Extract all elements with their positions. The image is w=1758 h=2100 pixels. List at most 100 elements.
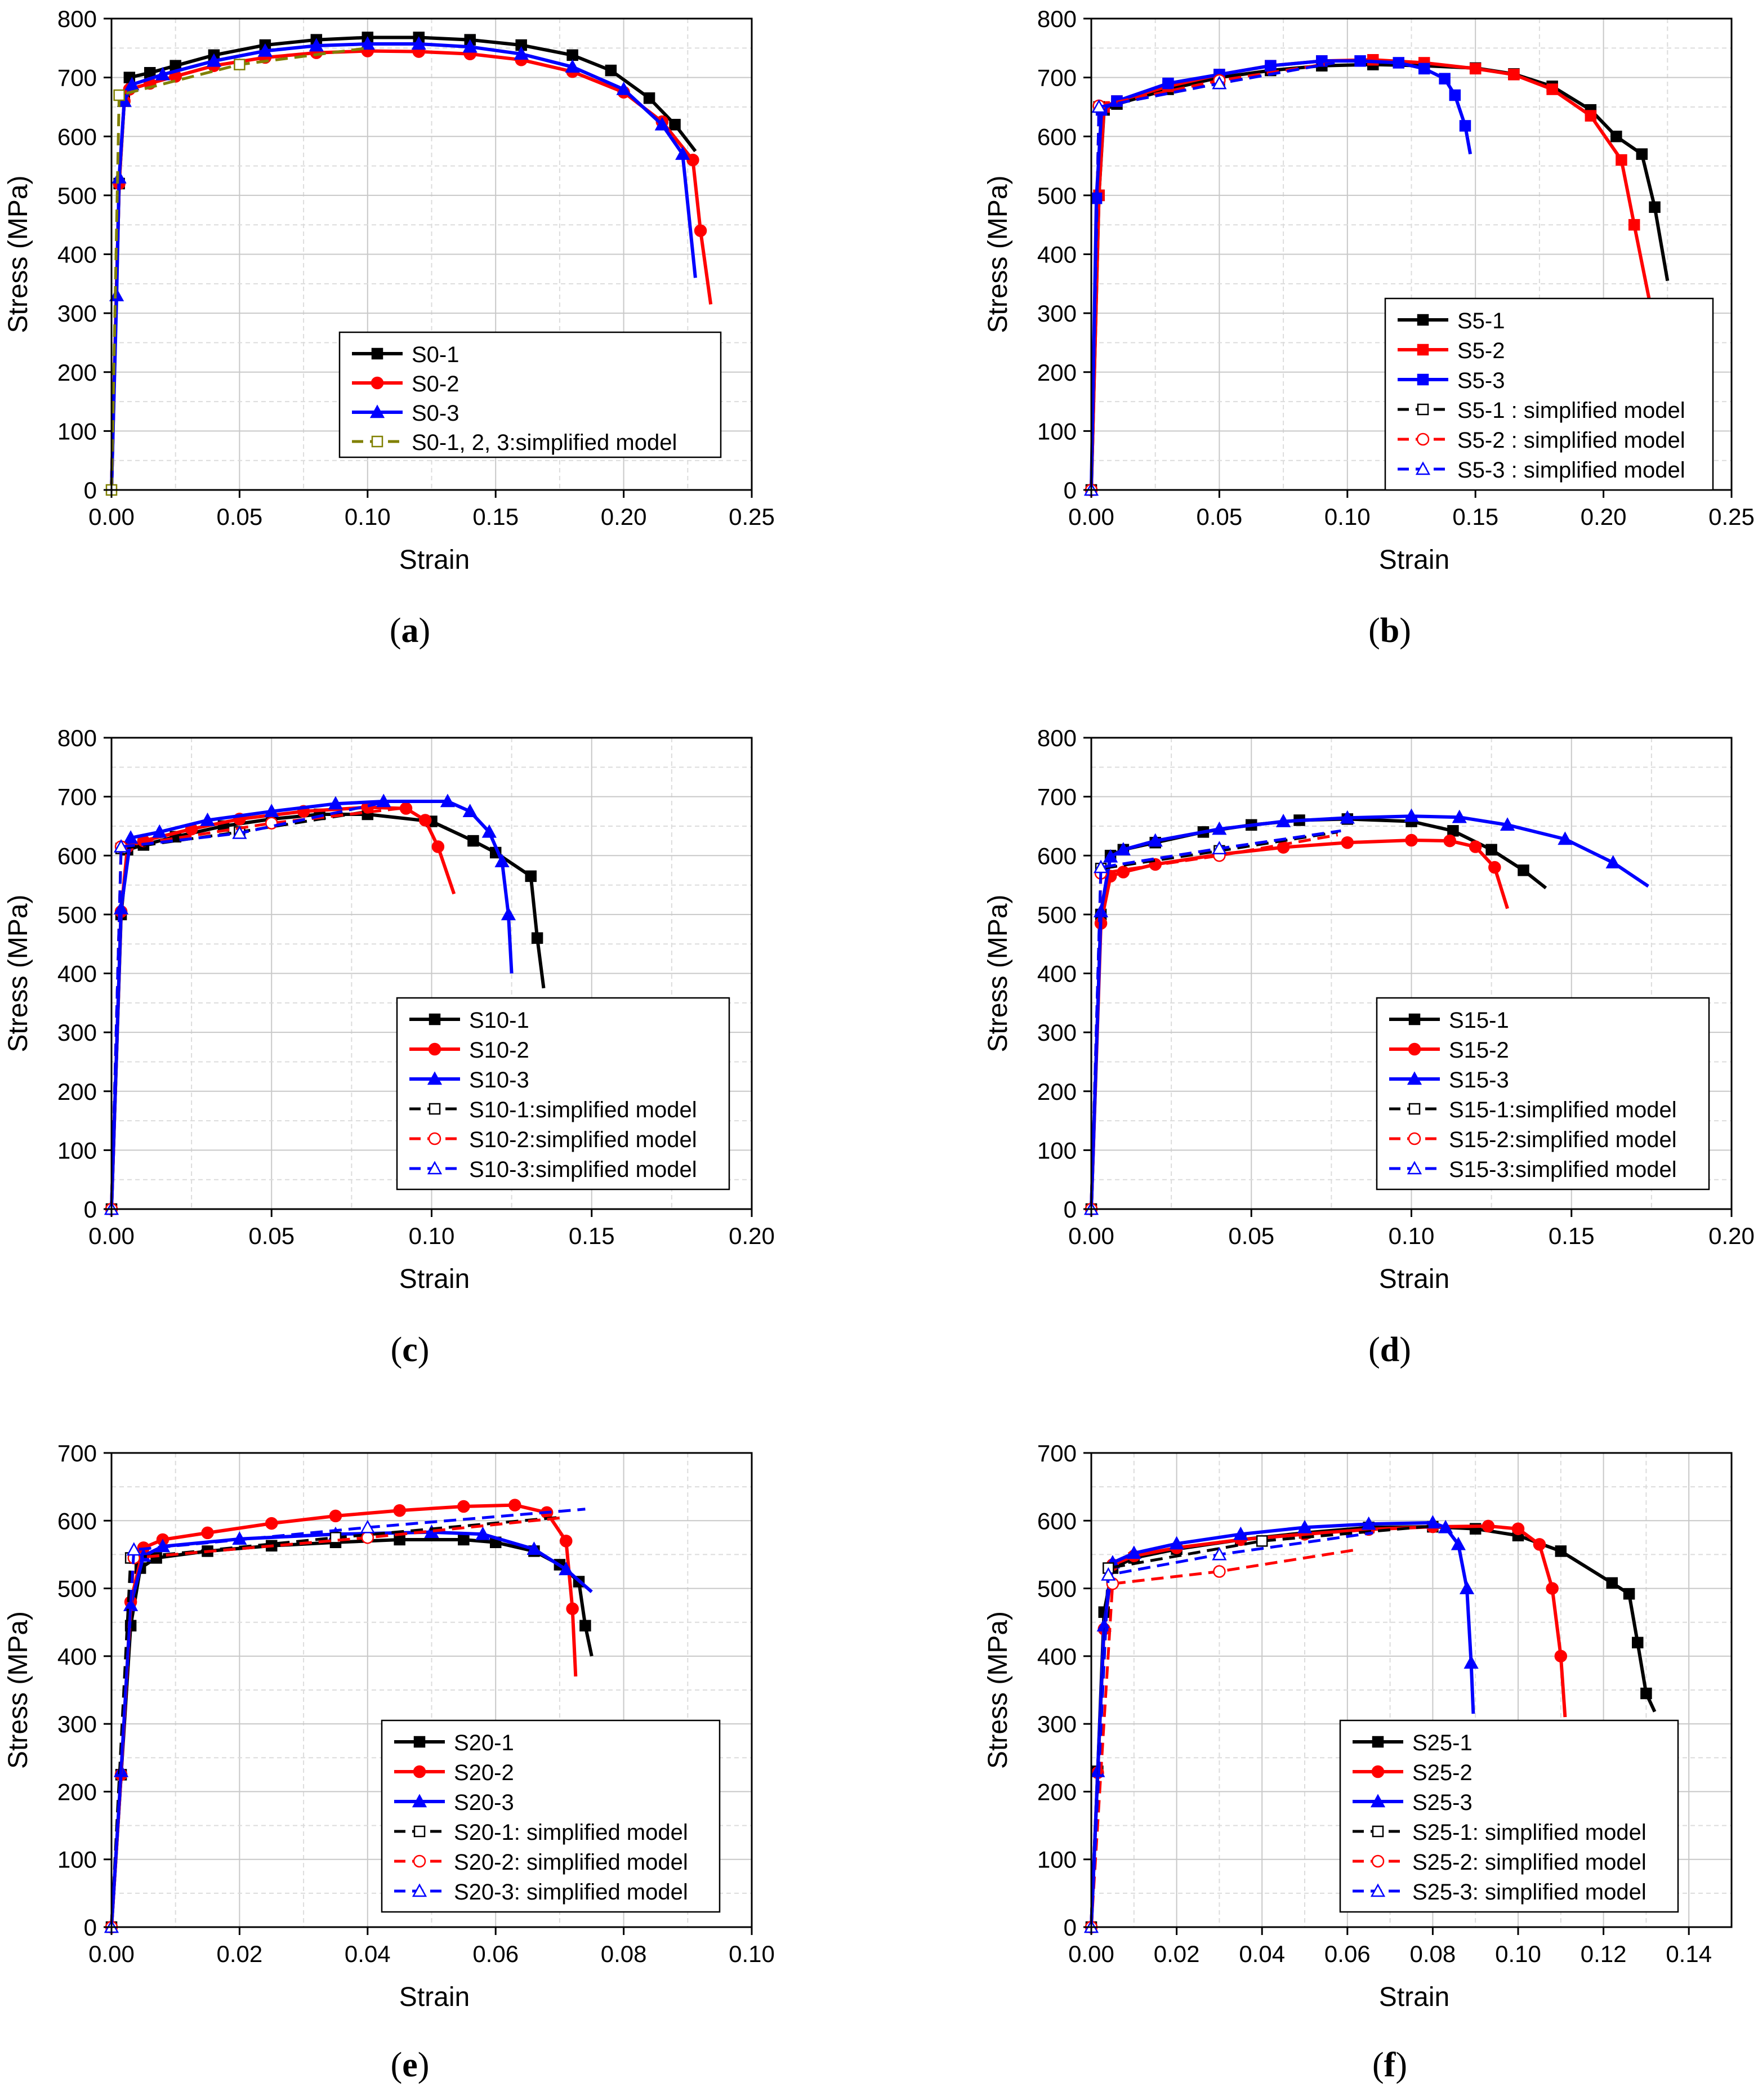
data-point (200, 812, 215, 826)
x-tick-label: 0.10 (1324, 503, 1371, 530)
series-line (110, 801, 384, 1210)
y-tick-label: 100 (57, 1847, 97, 1873)
data-point (1418, 63, 1430, 75)
legend-entry: S10-1 (409, 1008, 529, 1033)
legend-label: S15-2 (1449, 1038, 1509, 1063)
y-tick-label: 300 (57, 1711, 97, 1737)
axes: 0.00 0.05 0.10 0.15 0.20 0.25 0 100 200 300 400 500… (57, 6, 775, 530)
data-point (458, 1533, 470, 1546)
data-point (501, 907, 516, 921)
data-point (1628, 219, 1640, 231)
y-tick-label: 200 (1037, 359, 1077, 386)
legend-marker (1372, 1736, 1384, 1748)
series-line (1090, 61, 1335, 491)
data-point (126, 1542, 141, 1556)
y-tick-label: 500 (1037, 902, 1077, 928)
legend-marker (413, 1825, 426, 1838)
data-point (1213, 1565, 1226, 1578)
y-tick-label: 500 (1037, 182, 1077, 209)
legend-marker (371, 347, 383, 360)
data-point (1148, 833, 1163, 847)
legend-label: S25-1 (1412, 1731, 1473, 1755)
caption-a: (a) (389, 612, 431, 650)
legend-entry: S15-3 (1389, 1068, 1509, 1093)
plot-frame (1090, 1452, 1733, 1928)
legend-entry: S15-2:simplified model (1389, 1127, 1677, 1152)
caption-b: (b) (1368, 612, 1411, 650)
data-point (514, 46, 529, 60)
series-d-4 (1085, 830, 1338, 1215)
y-tick-label: 300 (57, 1019, 97, 1046)
y-tick-label: 100 (1037, 1847, 1077, 1873)
legend-marker (1372, 1825, 1384, 1838)
y-tick-label: 700 (57, 1440, 97, 1466)
legend-entry: S25-2: simplified model (1353, 1850, 1647, 1875)
series-a-4 (105, 46, 368, 496)
data-point (206, 53, 222, 67)
x-tick-label: 0.15 (472, 503, 519, 530)
legend-marker (413, 1736, 426, 1748)
series-c-3 (110, 793, 516, 1210)
legend-box (1384, 297, 1714, 491)
legend-label: S25-2 (1412, 1760, 1473, 1785)
data-point (1449, 89, 1461, 101)
legend-label: S20-3: simplified model (454, 1880, 688, 1905)
data-point (467, 835, 479, 847)
legend-label: S20-2: simplified model (454, 1850, 688, 1875)
legend-box (381, 1719, 721, 1913)
legend-marker (429, 1103, 441, 1115)
x-tick-label: 0.08 (1410, 1941, 1456, 1967)
y-tick-label: 400 (57, 1643, 97, 1670)
legend-marker (413, 1765, 426, 1778)
legend-label: S20-2 (454, 1760, 514, 1785)
data-point (1103, 849, 1118, 863)
legend-label: S15-3 (1449, 1068, 1509, 1093)
x-tick-label: 0.05 (217, 503, 263, 530)
data-point (1233, 1526, 1248, 1540)
data-point (462, 804, 478, 818)
data-point (1623, 1588, 1635, 1600)
legend-entry: S20-1 (394, 1731, 514, 1755)
series-line (110, 807, 400, 1210)
series-f-3 (1090, 1515, 1479, 1928)
y-tick-label: 700 (1037, 1440, 1077, 1466)
legend-label: S10-3 (469, 1068, 529, 1093)
legend-label: S5-2 : simplified model (1457, 428, 1685, 453)
legend-entry: S20-3: simplified model (394, 1880, 688, 1905)
data-point (113, 839, 129, 853)
y-tick-label: 0 (84, 477, 97, 503)
data-point (232, 825, 247, 839)
legend-entry: S15-1:simplified model (1389, 1098, 1677, 1122)
x-axis-label: Strain (1379, 545, 1449, 575)
data-point (1488, 860, 1501, 874)
data-point (113, 900, 129, 915)
chart-panel-b: 0.00 0.05 0.10 0.15 0.20 0.25 0 100 200 300 400 500… (983, 6, 1755, 575)
data-point (694, 224, 707, 237)
y-tick-label: 200 (1037, 1778, 1077, 1805)
x-tick-label: 0.25 (1708, 503, 1755, 530)
y-tick-label: 0 (1064, 477, 1077, 503)
x-tick-label: 0.20 (1581, 503, 1627, 530)
legend-box (396, 997, 730, 1191)
y-tick-label: 300 (1037, 1711, 1077, 1737)
data-point (1101, 1567, 1116, 1581)
y-tick-label: 300 (1037, 1019, 1077, 1046)
data-point (1212, 1546, 1227, 1560)
legend-marker (1416, 433, 1430, 446)
y-tick-label: 700 (57, 784, 97, 810)
x-tick-label: 0.05 (1228, 1223, 1274, 1249)
legend-entry: S15-2 (1389, 1038, 1509, 1063)
legend-label: S10-1 (469, 1008, 529, 1033)
legend-box (338, 331, 722, 458)
x-tick-label: 0.02 (1154, 1941, 1200, 1967)
x-tick-label: 0.15 (1452, 503, 1498, 530)
legend-entry: S0-1, 2, 3:simplified model (352, 430, 677, 455)
legend: S0-1 S0-2 S0-3 S0-1, 2, 3:simplified model (338, 331, 722, 458)
data-point (309, 38, 324, 52)
data-point (643, 92, 655, 104)
x-tick-label: 0.05 (1197, 503, 1243, 530)
legend-entry: S25-1 (1353, 1731, 1473, 1755)
data-point (1463, 1655, 1479, 1669)
legend-marker (429, 1013, 441, 1026)
